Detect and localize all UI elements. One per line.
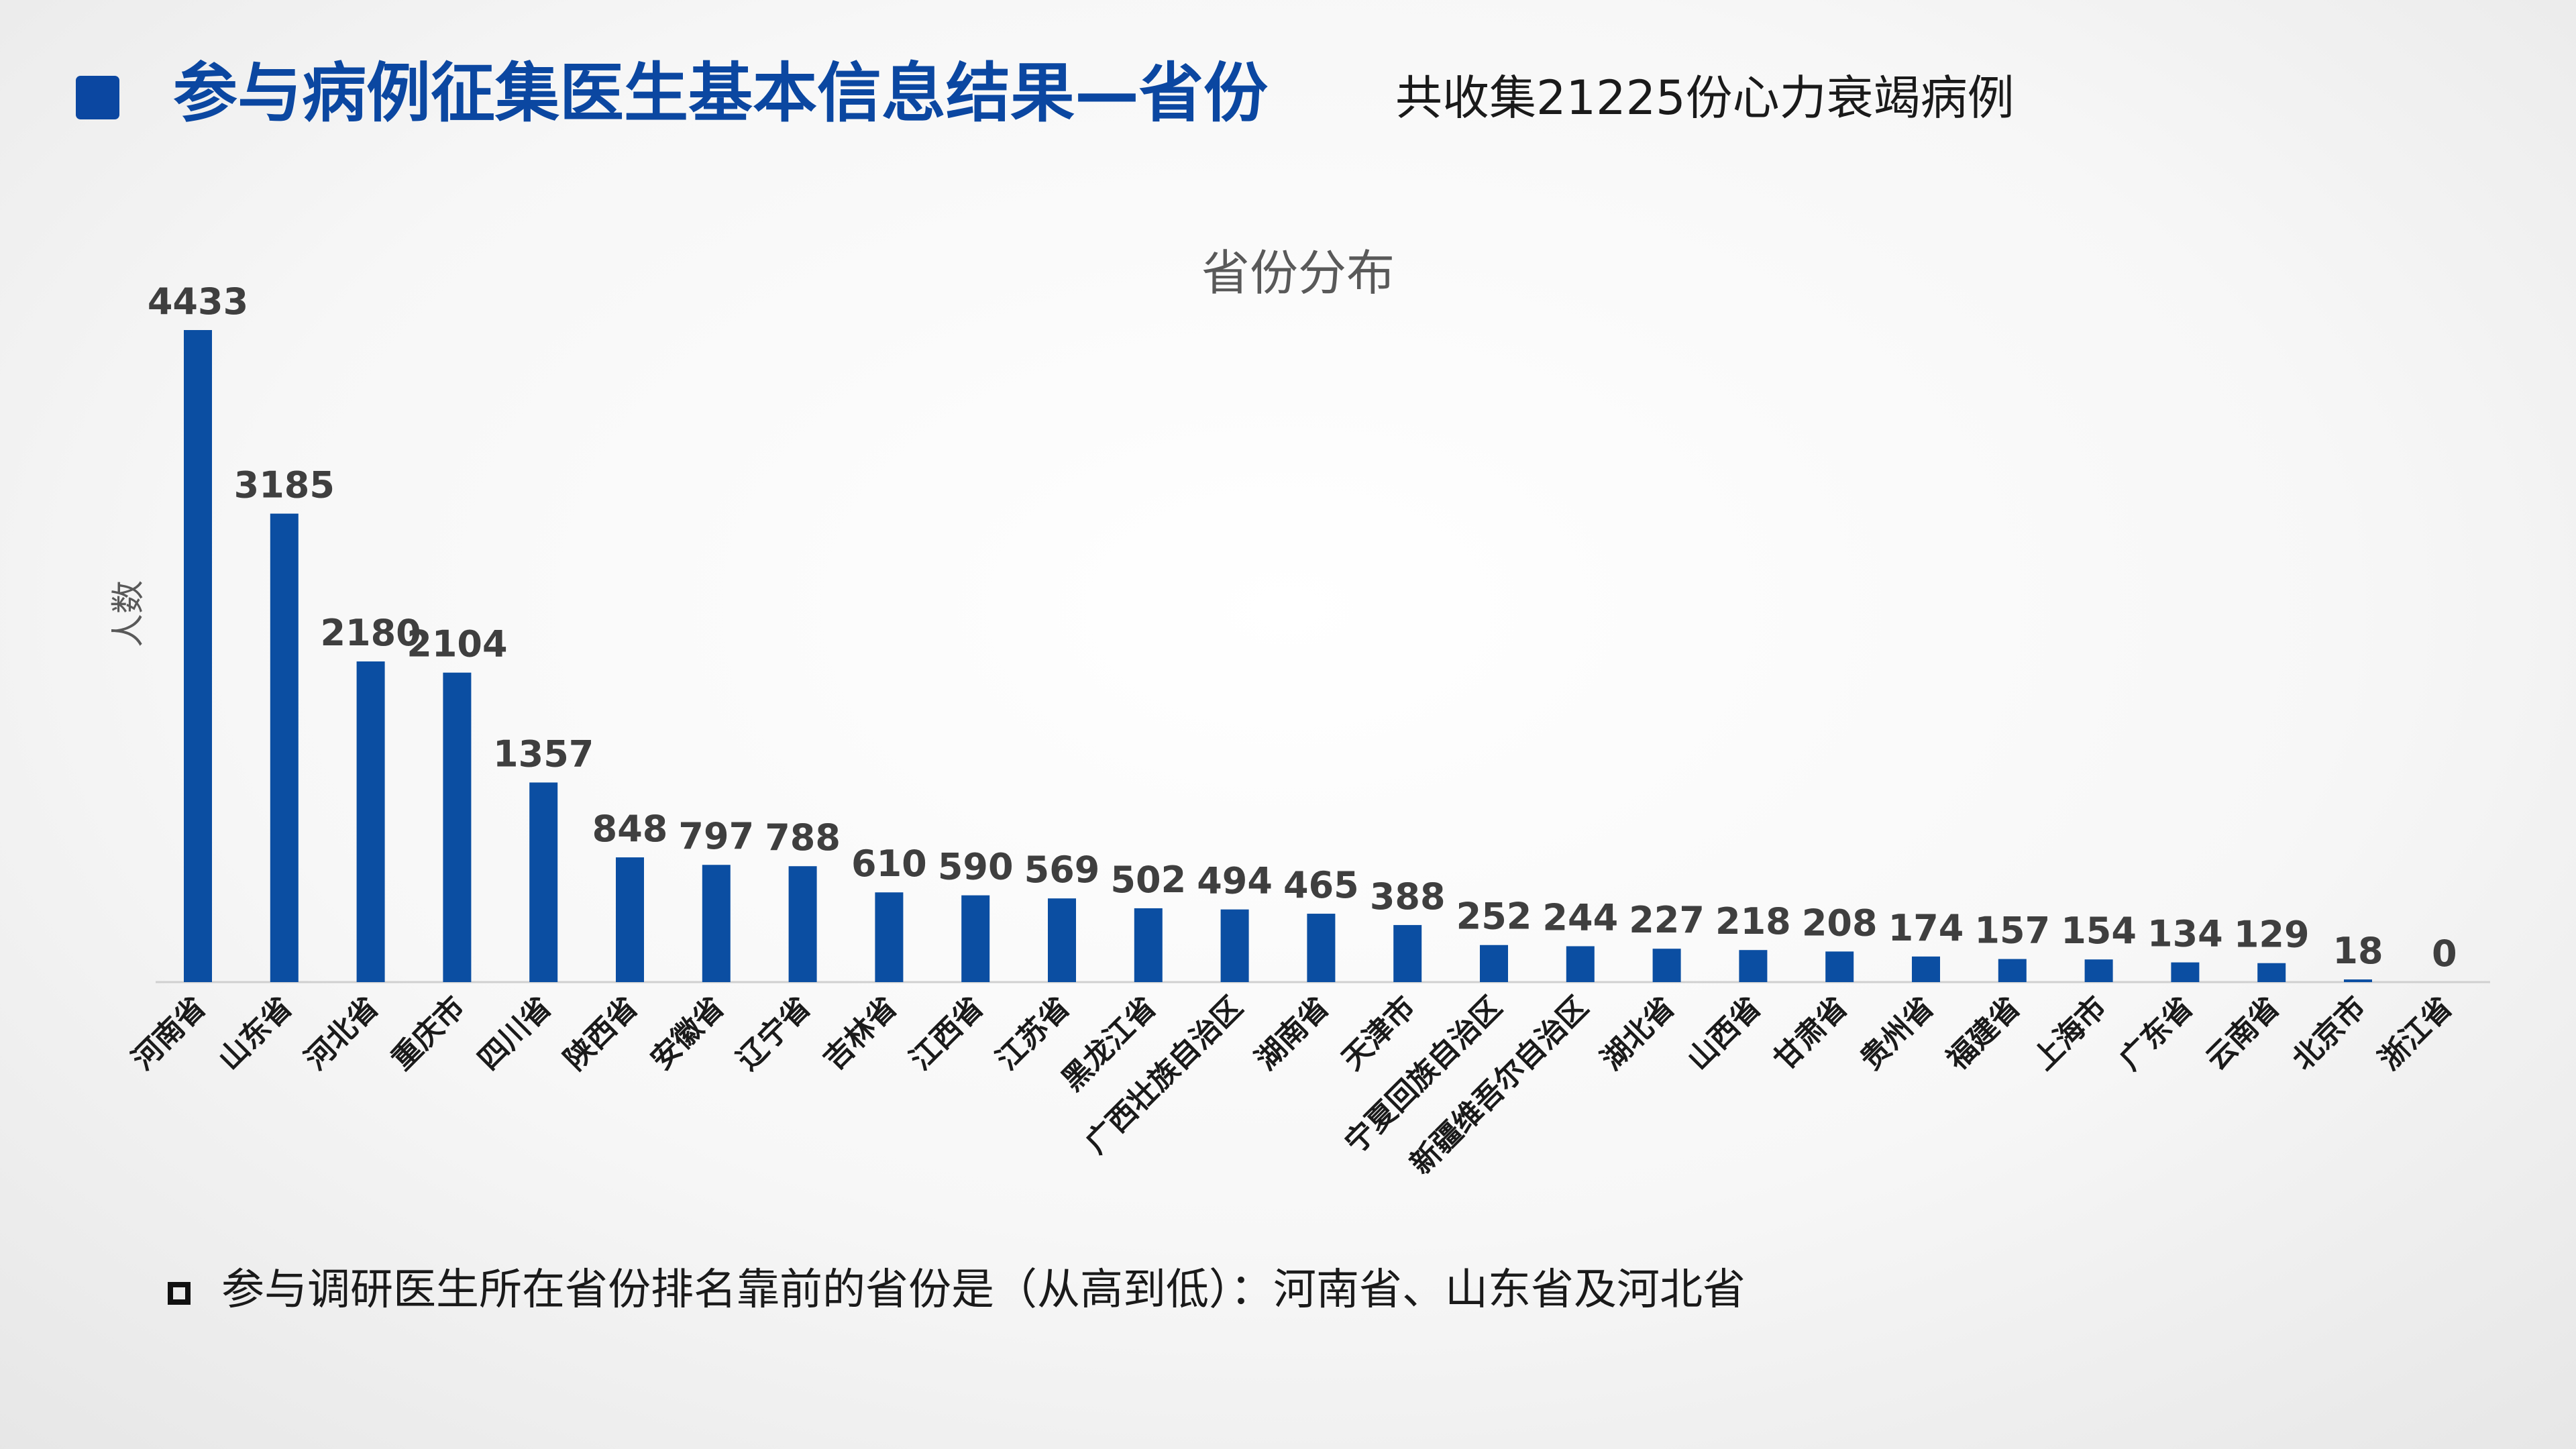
bar [788,866,817,982]
x-tick-label: 北京市 [2286,990,2372,1077]
x-tick-label: 贵州省 [1854,990,1940,1077]
bar [443,672,472,982]
x-tick-label: 四川省 [472,990,558,1077]
page-subtitle: 共收集21225份心力衰竭病例 [1395,70,2015,125]
data-label: 797 [678,815,754,857]
data-label: 2180 [320,612,421,654]
data-label: 610 [851,843,927,885]
bar [961,895,990,982]
bars-group [184,330,2372,982]
bar [616,857,644,982]
bar [1048,898,1076,982]
data-label: 1357 [493,733,594,775]
x-tick-label: 河南省 [125,990,212,1077]
x-tick-label: 湖北省 [1595,990,1681,1077]
bar [2171,962,2200,982]
x-tick-label: 福建省 [1939,990,2027,1077]
data-label: 157 [1974,910,2050,952]
bar [1134,908,1163,982]
data-label: 244 [1542,896,1618,938]
data-label: 129 [2234,914,2310,956]
y-axis-title: 人数 [109,580,148,647]
checkbox-bullet-icon [168,1282,191,1305]
data-label: 174 [1888,907,1964,949]
data-label: 3185 [234,464,335,506]
data-label: 134 [2147,913,2223,955]
data-label: 494 [1197,860,1273,902]
bar [2257,963,2286,982]
bar [1480,945,1508,982]
x-tick-label: 江西省 [904,990,990,1077]
x-tick-label: 山东省 [212,990,299,1077]
x-tick-label: 重庆市 [385,990,472,1077]
x-tick-label: 广西壮族自治区 [1079,990,1250,1161]
data-label: 502 [1110,859,1186,901]
bar [1220,909,1249,982]
x-tick-label: 辽宁省 [731,990,817,1077]
x-tick-label: 云南省 [2200,990,2286,1077]
x-tick-label: 山西省 [1681,990,1768,1077]
chart-title: 省份分布 [1201,245,1395,301]
data-label: 388 [1370,875,1446,918]
data-label: 2104 [407,623,507,665]
title-bullet-icon [76,76,119,119]
bar [1912,956,1940,982]
bar [529,782,558,982]
x-tick-label: 江苏省 [989,990,1076,1077]
data-label: 227 [1629,899,1705,941]
x-tick-label: 安徽省 [644,990,731,1077]
x-tick-label: 甘肃省 [1768,990,1854,1077]
x-tick-label: 天津市 [1336,990,1422,1077]
x-tick-label: 河北省 [299,990,385,1077]
bar [1566,946,1595,982]
bar [1393,924,1422,982]
data-label: 848 [592,808,668,850]
bar [2344,979,2372,982]
x-tick-label: 宁夏回族自治区 [1338,990,1509,1161]
bar [356,661,385,982]
x-tick-label: 湖南省 [1249,990,1336,1077]
data-label: 208 [1802,902,1878,944]
data-label: 569 [1024,849,1100,891]
bar [1739,950,1768,982]
footer-note: 参与调研医生所在省份排名靠前的省份是（从高到低）：河南省、山东省及河北省 [221,1265,1746,1315]
data-label: 4433 [148,280,248,323]
bar [2084,959,2113,982]
data-label: 0 [2432,932,2457,975]
bar [1998,959,2027,982]
data-label: 252 [1456,896,1532,938]
x-tick-label: 陕西省 [557,990,644,1077]
x-tick-label: 广东省 [2113,990,2200,1077]
bar [184,330,212,982]
bar [1652,949,1681,982]
data-label: 590 [938,846,1014,888]
bar [702,865,731,982]
x-tick-label: 上海市 [2027,990,2113,1077]
x-tick-labels-group: 河南省 山东省 河北省 重庆市 四川省 陕西省 安徽省 辽宁省 吉林省 江西省 江苏省黑龙江省广西壮… [125,990,2459,1181]
data-label: 788 [765,816,841,859]
data-label: 18 [2332,930,2383,972]
bar [1307,914,1336,982]
bar [270,513,299,982]
data-label: 465 [1283,864,1359,906]
bar [875,892,904,982]
x-tick-label: 浙江省 [2372,990,2459,1077]
x-tick-label: 吉林省 [817,990,904,1077]
data-label: 218 [1715,900,1791,943]
page-title: 参与病例征集医生基本信息结果—省份 [173,56,1268,131]
data-label: 154 [2061,910,2137,952]
bar [1825,951,1854,982]
